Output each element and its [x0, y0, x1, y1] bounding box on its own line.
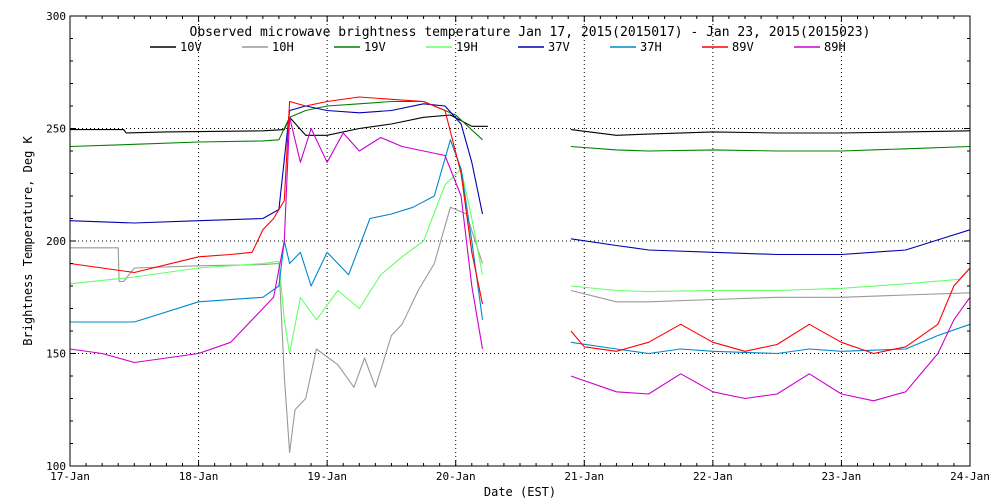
- y-tick-label: 300: [46, 10, 66, 23]
- y-tick-label: 250: [46, 123, 66, 136]
- legend: 10V 10H 19V 19H 37V 37H 89V 89H: [150, 40, 846, 54]
- x-tick-label: 23-Jan: [822, 470, 862, 483]
- x-tick-label: 20-Jan: [436, 470, 476, 483]
- legend-label-19v: 19V: [364, 40, 386, 54]
- legend-label-10v: 10V: [180, 40, 202, 54]
- legend-label-37h: 37H: [640, 40, 662, 54]
- x-tick-label: 22-Jan: [693, 470, 733, 483]
- series-line-89v: [69, 96, 971, 355]
- grid: [70, 16, 970, 466]
- x-tick-label: 17-Jan: [50, 470, 90, 483]
- series-line-10h: [70, 206, 971, 454]
- x-tick-label: 24-Jan: [950, 470, 990, 483]
- ticks: 100 150 200 250 300 17-Jan 18-Jan 19-Jan 20-Jan 2…: [46, 10, 990, 483]
- series-line-89h: [69, 116, 971, 402]
- chart-title: Observed microwave brightness temperatur…: [190, 25, 871, 40]
- y-tick-label: 100: [46, 460, 66, 473]
- series-line-37h: [70, 139, 971, 355]
- legend-label-89v: 89V: [732, 40, 754, 54]
- x-tick-label: 21-Jan: [564, 470, 604, 483]
- legend-label-37v: 37V: [548, 40, 570, 54]
- series-line-37v: [69, 103, 971, 256]
- legend-label-89h: 89H: [824, 40, 846, 54]
- y-tick-label: 200: [46, 235, 66, 248]
- y-tick-label: 150: [46, 348, 66, 361]
- x-tick-label: 18-Jan: [179, 470, 219, 483]
- series-group: [69, 96, 971, 454]
- series-line-19v: [69, 100, 971, 152]
- x-axis-title: Date (EST): [484, 485, 556, 499]
- series-line-10v: [70, 114, 971, 136]
- series-line-19h: [69, 168, 971, 355]
- legend-label-10h: 10H: [272, 40, 294, 54]
- legend-label-19h: 19H: [456, 40, 478, 54]
- y-axis-title: Brightness Temperature, Deg K: [21, 135, 35, 345]
- x-tick-label: 19-Jan: [307, 470, 347, 483]
